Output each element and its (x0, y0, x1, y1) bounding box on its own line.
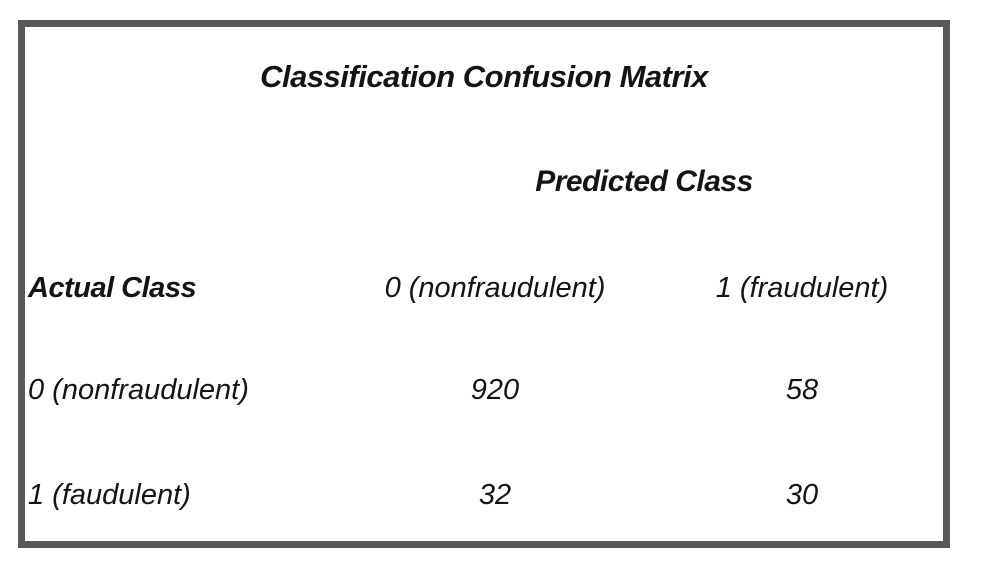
figure-title: Classification Confusion Matrix (260, 59, 708, 94)
column-header-nonfraudulent: 0 (nonfraudulent) (384, 272, 606, 304)
cell-false-negative: 32 (478, 479, 512, 511)
header-row: Actual Class 0 (nonfraudulent) 1 (fraudu… (25, 268, 943, 308)
row-label-fraudulent: 1 (faudulent) (28, 479, 191, 511)
row-label-nonfraudulent: 0 (nonfraudulent) (28, 374, 249, 406)
actual-class-group-label: Actual Class (28, 272, 197, 304)
cell-false-positive: 58 (785, 374, 819, 406)
column-header-fraudulent: 1 (fraudulent) (715, 272, 889, 304)
cell-true-positive: 30 (785, 479, 819, 511)
confusion-matrix-box: Classification Confusion Matrix Predicte… (18, 20, 950, 548)
table-row: 0 (nonfraudulent) 920 58 (25, 370, 943, 410)
table-row: 1 (faudulent) 32 30 (25, 475, 943, 515)
predicted-class-group-label: Predicted Class (535, 165, 753, 198)
cell-true-negative: 920 (470, 374, 520, 406)
